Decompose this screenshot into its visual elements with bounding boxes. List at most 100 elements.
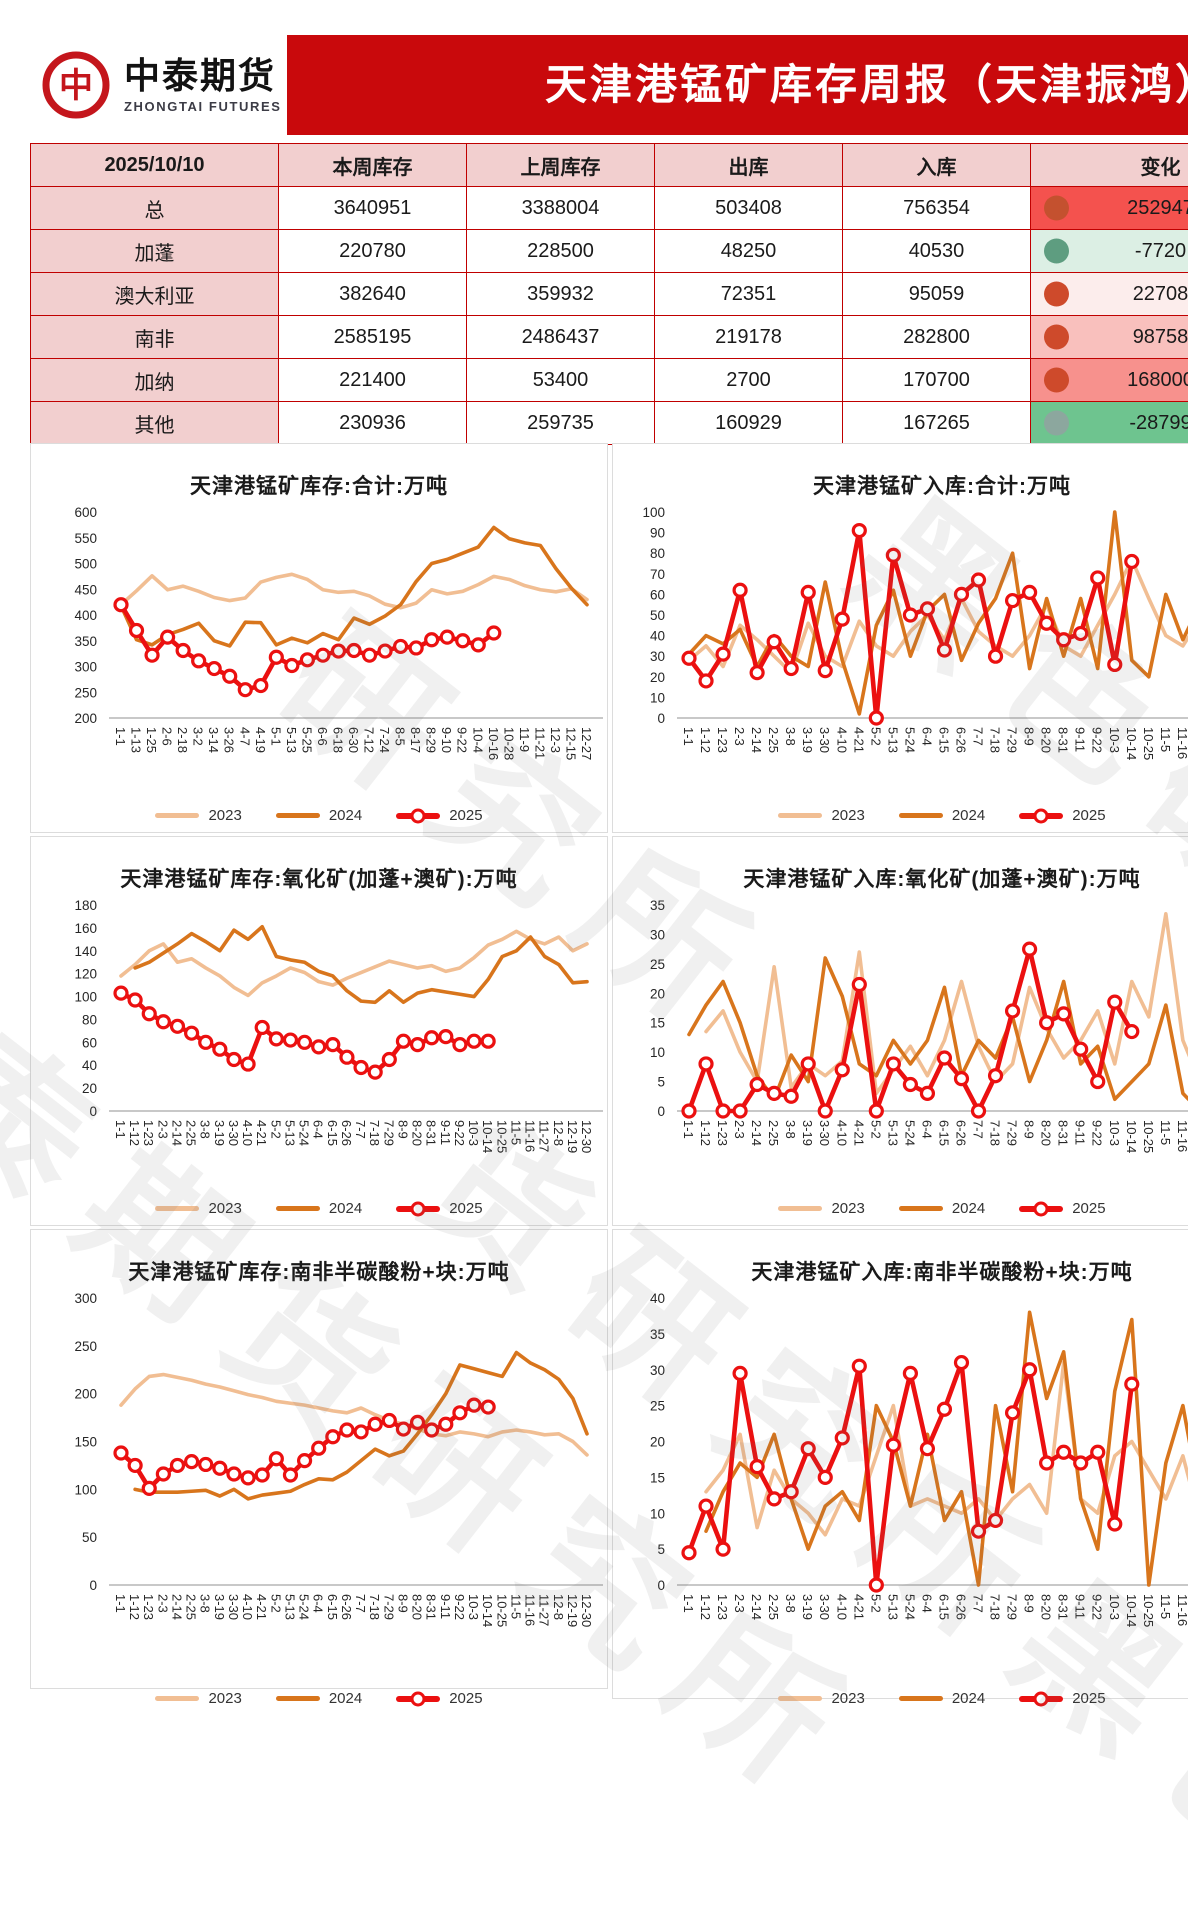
legend-2025-line-icon	[396, 1206, 440, 1212]
inventory-summary-table: 2025/10/10 本周库存 上周库存 出库 入库 变化 总 3640951 …	[30, 143, 1188, 445]
svg-text:120: 120	[74, 967, 97, 982]
svg-text:7-29: 7-29	[1005, 1120, 1020, 1146]
row-label: 加纳	[31, 359, 279, 402]
svg-text:5-13: 5-13	[885, 1594, 900, 1620]
svg-text:40: 40	[650, 1291, 665, 1306]
svg-text:5-2: 5-2	[868, 727, 883, 746]
svg-text:8-20: 8-20	[1039, 727, 1054, 753]
svg-text:1-23: 1-23	[715, 1594, 730, 1620]
svg-text:3-30: 3-30	[817, 1594, 832, 1620]
legend-2023-line-icon	[155, 1206, 199, 1211]
svg-text:50: 50	[82, 1530, 97, 1545]
table-row: 总 3640951 3388004 503408 756354 252947	[31, 187, 1188, 230]
svg-text:3-19: 3-19	[212, 1594, 227, 1620]
svg-text:1-1: 1-1	[681, 727, 696, 746]
svg-text:8-31: 8-31	[424, 1120, 439, 1146]
svg-text:10-16: 10-16	[486, 727, 501, 760]
change-dot-icon	[1044, 239, 1069, 264]
svg-text:5: 5	[657, 1542, 665, 1557]
svg-text:11-5: 11-5	[508, 1120, 523, 1145]
svg-text:10-3: 10-3	[466, 1120, 481, 1146]
legend-2025: 2025	[1019, 1690, 1105, 1707]
row-label: 其他	[31, 402, 279, 445]
chart-title: 天津港锰矿库存:氧化矿(加蓬+澳矿):万吨	[31, 837, 607, 893]
legend-2024-line-icon	[276, 1206, 320, 1211]
svg-text:4-10: 4-10	[834, 1594, 849, 1620]
report-title-banner: 天津港锰矿库存周报（天津振鸿）	[287, 35, 1188, 135]
svg-text:200: 200	[74, 1387, 97, 1402]
svg-text:3-30: 3-30	[226, 1120, 241, 1146]
svg-text:1-1: 1-1	[113, 727, 128, 746]
svg-text:11-16: 11-16	[523, 1594, 538, 1626]
svg-text:30: 30	[650, 1363, 665, 1378]
legend-2023: 2023	[778, 807, 864, 824]
svg-text:10-3: 10-3	[1107, 1594, 1122, 1620]
legend-2023-line-icon	[155, 1696, 199, 1701]
svg-text:4-10: 4-10	[834, 727, 849, 753]
change-value: 98758	[1133, 326, 1188, 348]
svg-text:150: 150	[74, 1435, 97, 1450]
chart-title: 天津港锰矿入库:合计:万吨	[613, 444, 1188, 500]
svg-text:1-12: 1-12	[127, 1120, 142, 1146]
svg-text:4-10: 4-10	[240, 1594, 255, 1620]
svg-text:8-5: 8-5	[393, 727, 408, 746]
cell-this-week: 220780	[279, 230, 467, 273]
svg-text:2-25: 2-25	[184, 1594, 199, 1620]
table-row: 加纳 221400 53400 2700 170700 168000	[31, 359, 1188, 402]
svg-text:10: 10	[650, 690, 665, 705]
svg-text:2-3: 2-3	[732, 1120, 747, 1139]
svg-text:3-30: 3-30	[226, 1594, 241, 1620]
svg-text:30: 30	[650, 927, 665, 942]
cell-change: -7720	[1031, 230, 1188, 273]
svg-text:5-13: 5-13	[885, 727, 900, 753]
svg-text:9-22: 9-22	[452, 1594, 467, 1620]
svg-text:70: 70	[650, 567, 665, 582]
svg-text:4-21: 4-21	[254, 1120, 269, 1146]
svg-text:12-3: 12-3	[548, 727, 563, 753]
svg-text:7-18: 7-18	[367, 1120, 382, 1146]
cell-outbound: 72351	[655, 273, 843, 316]
legend-2023: 2023	[155, 1200, 241, 1217]
table-header-row: 2025/10/10 本周库存 上周库存 出库 入库 变化	[31, 144, 1188, 187]
chart-legend: 2023 2024 2025	[31, 1690, 607, 1707]
change-value: 22708	[1133, 283, 1188, 305]
svg-text:20: 20	[650, 670, 665, 685]
svg-text:3-30: 3-30	[817, 1120, 832, 1146]
svg-text:8-20: 8-20	[410, 1594, 425, 1620]
svg-text:9-22: 9-22	[452, 1120, 467, 1146]
svg-text:10: 10	[650, 1506, 665, 1521]
svg-text:12-19: 12-19	[565, 1120, 580, 1153]
svg-text:0: 0	[657, 711, 665, 726]
col-last-week: 上周库存	[467, 144, 655, 187]
svg-text:80: 80	[82, 1012, 97, 1027]
svg-text:5-2: 5-2	[268, 1594, 283, 1613]
cell-inbound: 170700	[843, 359, 1031, 402]
svg-text:11-5: 11-5	[1158, 727, 1173, 752]
svg-text:1-1: 1-1	[681, 1120, 696, 1139]
table-row: 加蓬 220780 228500 48250 40530 -7720	[31, 230, 1188, 273]
svg-text:6-18: 6-18	[330, 727, 345, 753]
svg-text:1-12: 1-12	[127, 1594, 142, 1620]
svg-text:5-13: 5-13	[282, 1120, 297, 1146]
svg-text:9-22: 9-22	[1090, 727, 1105, 753]
svg-text:3-14: 3-14	[206, 727, 221, 753]
svg-text:2-25: 2-25	[184, 1120, 199, 1146]
svg-text:20: 20	[650, 986, 665, 1001]
svg-text:6-4: 6-4	[919, 1594, 934, 1613]
svg-text:12-8: 12-8	[551, 1594, 566, 1620]
legend-2025-line-icon	[1019, 813, 1063, 819]
svg-text:6-4: 6-4	[919, 727, 934, 746]
change-dot-icon	[1044, 325, 1069, 350]
svg-text:10-4: 10-4	[470, 727, 485, 753]
svg-text:0: 0	[89, 1578, 97, 1593]
cell-change: 22708	[1031, 273, 1188, 316]
svg-text:8-31: 8-31	[424, 1594, 439, 1620]
chart-legend: 2023 2024 2025	[31, 1200, 607, 1217]
legend-2024-line-icon	[276, 1696, 320, 1701]
svg-text:11-16: 11-16	[1175, 1594, 1188, 1626]
svg-text:7-29: 7-29	[381, 1594, 396, 1620]
legend-2025: 2025	[1019, 1200, 1105, 1217]
